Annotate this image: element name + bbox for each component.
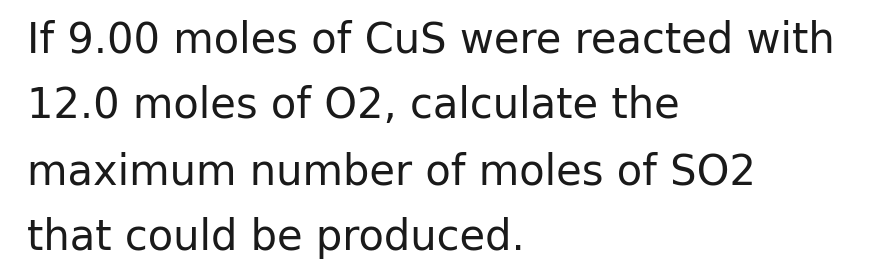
Text: If 9.00 moles of CuS were reacted with: If 9.00 moles of CuS were reacted with [27, 19, 835, 61]
Text: 12.0 moles of O2, calculate the: 12.0 moles of O2, calculate the [27, 85, 679, 127]
Text: that could be produced.: that could be produced. [27, 217, 524, 259]
Text: maximum number of moles of SO2: maximum number of moles of SO2 [27, 151, 756, 193]
